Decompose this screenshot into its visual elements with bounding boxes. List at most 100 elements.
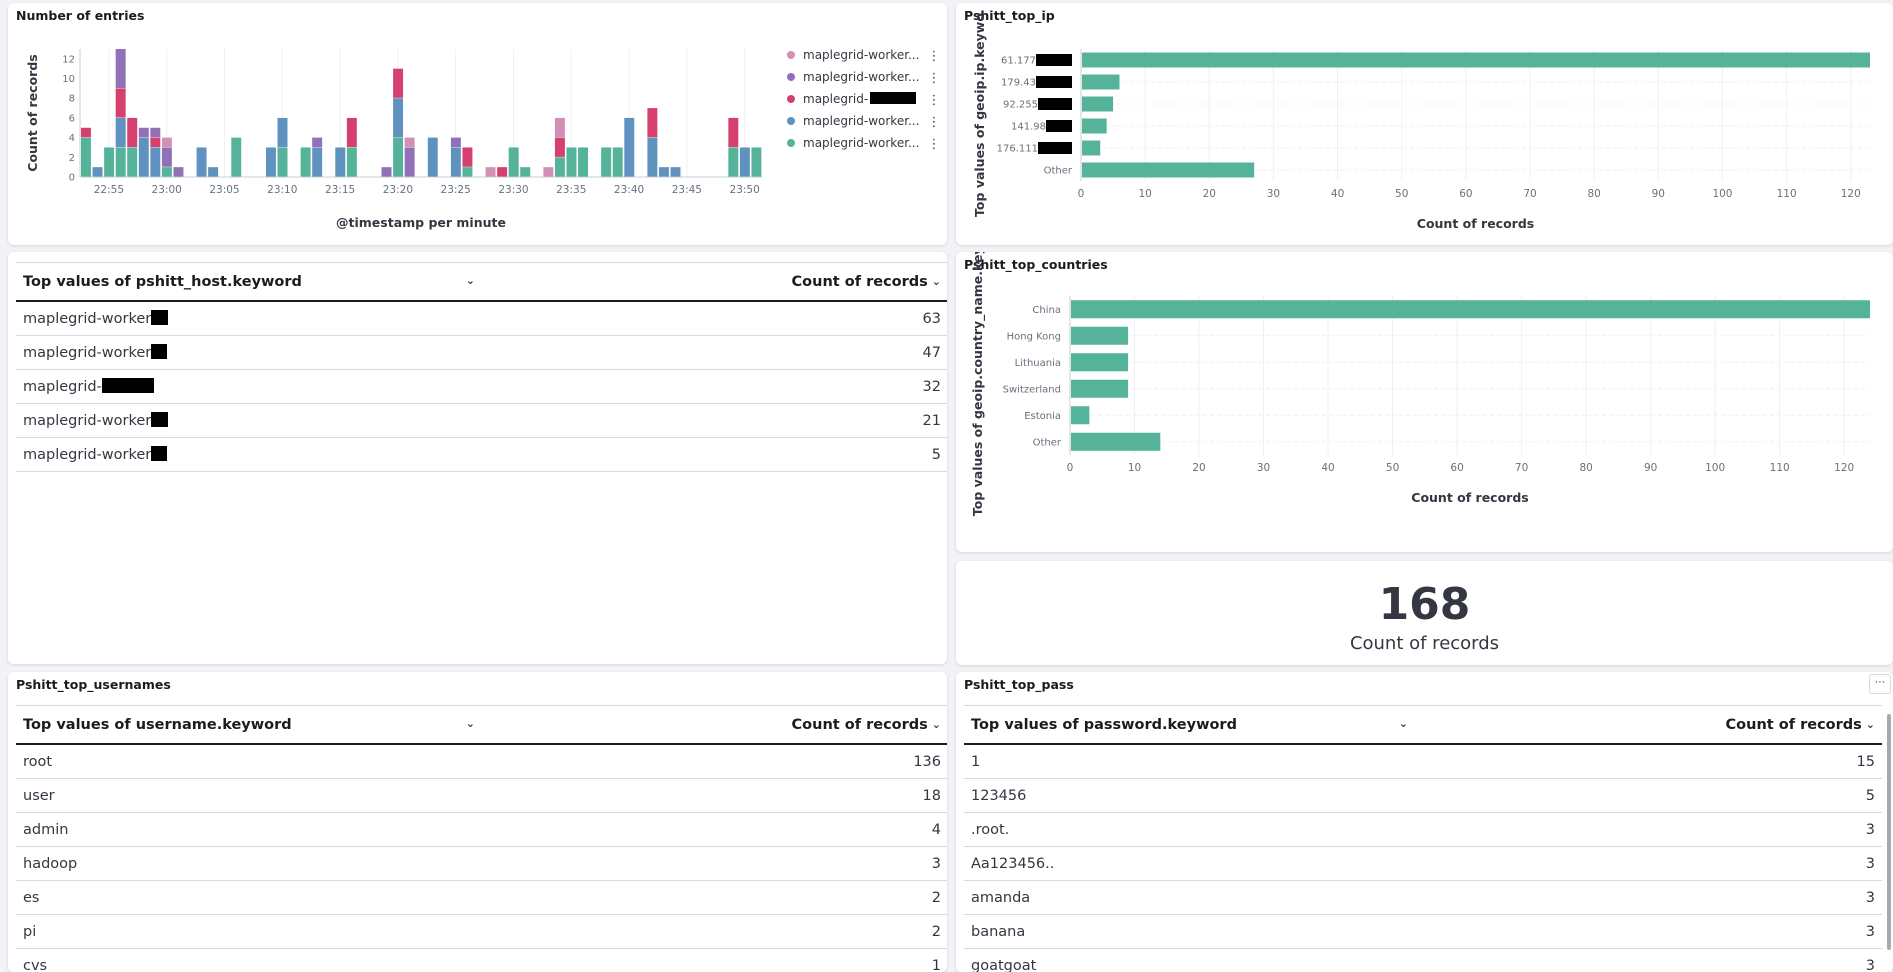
count-cell: 3 — [1423, 812, 1882, 847]
y-axis-title: Top values of geoip.ip.keywo — [972, 13, 987, 217]
password-cell: .root. — [964, 812, 1423, 847]
chart-bar — [404, 147, 415, 177]
x-tick-label: 20 — [1203, 188, 1216, 200]
chevron-down-icon[interactable]: ⌄ — [1865, 718, 1875, 731]
x-tick-label: 90 — [1644, 462, 1657, 474]
column-header-count[interactable]: Count of records ⌄ — [490, 705, 947, 745]
column-header-username[interactable]: Top values of username.keyword ⌄ — [16, 705, 490, 745]
entries-chart: 22:55 23:00 23:05 23:10 23:15 23:20 23:25 23:30… — [25, 48, 941, 230]
x-tick-label: 23:35 — [556, 184, 586, 196]
chart-bar — [393, 137, 404, 177]
chevron-down-icon[interactable]: ⌄ — [931, 275, 941, 288]
x-tick-label: 23:00 — [152, 184, 182, 196]
x-tick-label: 70 — [1523, 188, 1536, 200]
redaction-box — [151, 310, 169, 325]
scrollbar[interactable] — [1887, 714, 1891, 950]
y-tick-label: Other — [1033, 437, 1062, 448]
y-tick-label: 6 — [69, 113, 75, 124]
column-header-password[interactable]: Top values of password.keyword ⌄ — [964, 705, 1423, 745]
legend-swatch — [787, 139, 795, 147]
legend-swatch — [787, 95, 795, 103]
panel-number-of-entries: Number of entries 22:55 23:00 23:05 23:10 23… — [8, 3, 947, 245]
chart-bar — [1082, 74, 1120, 90]
username-cell: hadoop — [16, 846, 490, 881]
y-tick-label: 8 — [69, 94, 75, 105]
x-tick-label: 60 — [1450, 462, 1463, 474]
host-name: maplegrid-worker — [23, 413, 152, 429]
count-cell: 21 — [490, 403, 947, 438]
table-row: goatgoat 3 — [964, 948, 1882, 972]
column-header-label: Top values of pshitt_host.keyword — [23, 273, 302, 290]
column-header-label: Count of records — [791, 273, 928, 290]
chart-bar — [404, 137, 415, 148]
chevron-down-icon[interactable]: ⌄ — [465, 716, 475, 730]
legend-options-icon: ⋮ — [928, 71, 941, 86]
chart-bar — [520, 167, 531, 177]
legend-swatch — [787, 117, 795, 125]
column-header-count[interactable]: Count of records ⌄ — [490, 262, 947, 302]
count-cell: 136 — [490, 744, 947, 779]
panel-title: Pshitt_top_pass — [964, 677, 1074, 692]
x-tick-label: 20 — [1192, 462, 1205, 474]
x-tick-label: 0 — [1078, 188, 1085, 200]
host-cell: maplegrid-worker — [16, 335, 490, 370]
chart-bar — [1071, 353, 1129, 372]
count-cell: 2 — [490, 880, 947, 915]
chart-bar — [728, 147, 739, 177]
x-tick-label: 22:55 — [94, 184, 124, 196]
legend-swatch — [787, 73, 795, 81]
chart-bar — [335, 147, 346, 177]
chart-bar — [543, 167, 554, 177]
x-tick-label: 40 — [1321, 462, 1334, 474]
table-row: banana 3 — [964, 914, 1882, 949]
table-row: pi 2 — [16, 914, 947, 949]
host-cell: maplegrid- — [16, 369, 490, 404]
panel-options-icon[interactable]: ⋯ — [1869, 674, 1891, 694]
count-cell: 5 — [1423, 778, 1882, 813]
x-axis-title: @timestamp per minute — [336, 215, 506, 230]
table-row: admin 4 — [16, 812, 947, 847]
redaction-box — [151, 344, 168, 359]
chart-bar — [462, 147, 473, 167]
chart-bar — [115, 88, 126, 118]
chart-bar — [393, 68, 404, 98]
x-tick-label: 30 — [1257, 462, 1270, 474]
legend-options-icon: ⋮ — [928, 115, 941, 130]
panel-top-ip: Pshitt_top_ip 0 10 20 30 40 50 60 70 80 90 100 110 1… — [956, 3, 1893, 245]
table-row: cvs 1 — [16, 948, 947, 972]
y-tick-label: China — [1032, 305, 1061, 316]
chevron-down-icon[interactable]: ⌄ — [931, 718, 941, 731]
column-header-label: Count of records — [791, 716, 928, 733]
chart-bar — [647, 137, 658, 177]
chart-bar — [1071, 326, 1129, 345]
panel-title: Pshitt_top_ip — [964, 8, 1055, 23]
column-header-host[interactable]: Top values of pshitt_host.keyword ⌄ — [16, 262, 490, 302]
legend-options-icon: ⋮ — [928, 137, 941, 152]
legend-label: maplegrid- — [803, 92, 868, 106]
chart-bar — [127, 117, 138, 148]
x-tick-label: 120 — [1834, 462, 1854, 474]
chart-bar — [300, 147, 311, 177]
legend-options-icon: ⋮ — [928, 93, 941, 108]
table-row: hadoop 3 — [16, 846, 947, 881]
chart-bar — [150, 147, 161, 177]
chevron-down-icon[interactable]: ⌄ — [465, 273, 475, 287]
chart-bar — [624, 117, 635, 177]
x-tick-label: 10 — [1128, 462, 1141, 474]
chart-bar — [670, 167, 681, 177]
chevron-down-icon[interactable]: ⌄ — [1398, 716, 1408, 730]
panel-metric: 168 Count of records — [956, 561, 1893, 665]
host-name: maplegrid- — [23, 379, 102, 395]
column-header-count[interactable]: Count of records ⌄ — [1423, 705, 1882, 745]
chart-bar — [1082, 140, 1101, 156]
y-tick-label: 0 — [69, 173, 75, 184]
y-tick-label: Lithuania — [1015, 358, 1061, 369]
chart-bar — [81, 137, 91, 177]
chart-bar — [115, 117, 126, 148]
chart-bar — [751, 147, 762, 177]
redaction-box — [870, 92, 916, 104]
y-tick-label: 141.98 — [1011, 122, 1046, 133]
x-tick-label: 100 — [1705, 462, 1725, 474]
panel-title: Pshitt_top_usernames — [16, 677, 171, 692]
y-tick-label: 2 — [69, 153, 75, 164]
